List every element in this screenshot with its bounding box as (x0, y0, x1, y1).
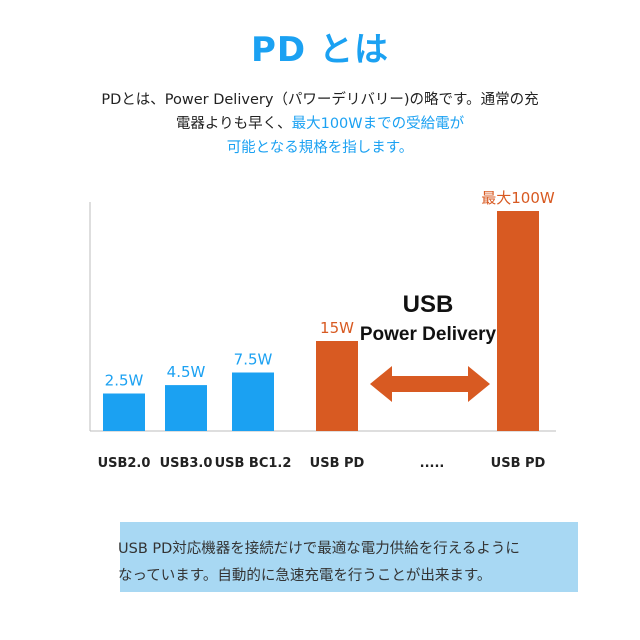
intro-line-3: 可能となる規格を指します。 (226, 140, 414, 156)
bar-1 (165, 385, 207, 431)
category-label-4: ..... (419, 456, 445, 471)
bar-5 (497, 211, 539, 431)
bar-value-label-2: 7.5W (234, 351, 273, 369)
bar-value-label-1: 4.5W (167, 363, 206, 381)
category-label-5: USB PD (490, 456, 546, 471)
bar-value-label-3: 15W (320, 319, 354, 337)
category-label-2: USB BC1.2 (214, 456, 292, 471)
intro-highlight: 最大100Wまでの受給電が (291, 116, 465, 132)
bar-value-label-5: 最大100W (481, 189, 555, 207)
category-label-1: USB3.0 (159, 456, 213, 471)
intro-line-2: 電器よりも早く、最大100Wまでの受給電が (60, 112, 580, 136)
page-title: PD とは (251, 30, 389, 70)
bar-3 (316, 341, 358, 431)
double-arrow-icon (370, 366, 490, 402)
category-label-0: USB2.0 (97, 456, 151, 471)
bar-0 (103, 393, 145, 431)
category-label-3: USB PD (309, 456, 365, 471)
note-line-2: なっています。自動的に急速充電を行うことが出来ます。 (118, 568, 492, 584)
bar-2 (232, 372, 274, 431)
intro-line-1: PDとは、Power Delivery（パワーデリバリー)の略です。通常の充 (101, 92, 539, 108)
note-line-1: USB PD対応機器を接続だけで最適な電力供給を行えるように (118, 541, 520, 557)
bar-value-label-0: 2.5W (105, 372, 144, 390)
intro-line-2-text: 電器よりも早く、 (175, 116, 292, 132)
annotation-power-delivery: Power Delivery (360, 324, 497, 345)
annotation-usb: USB (403, 291, 454, 318)
note-text: USB PD対応機器を接続だけで最適な電力供給を行えるように なっています。自動… (118, 536, 558, 590)
note-box (120, 522, 578, 592)
